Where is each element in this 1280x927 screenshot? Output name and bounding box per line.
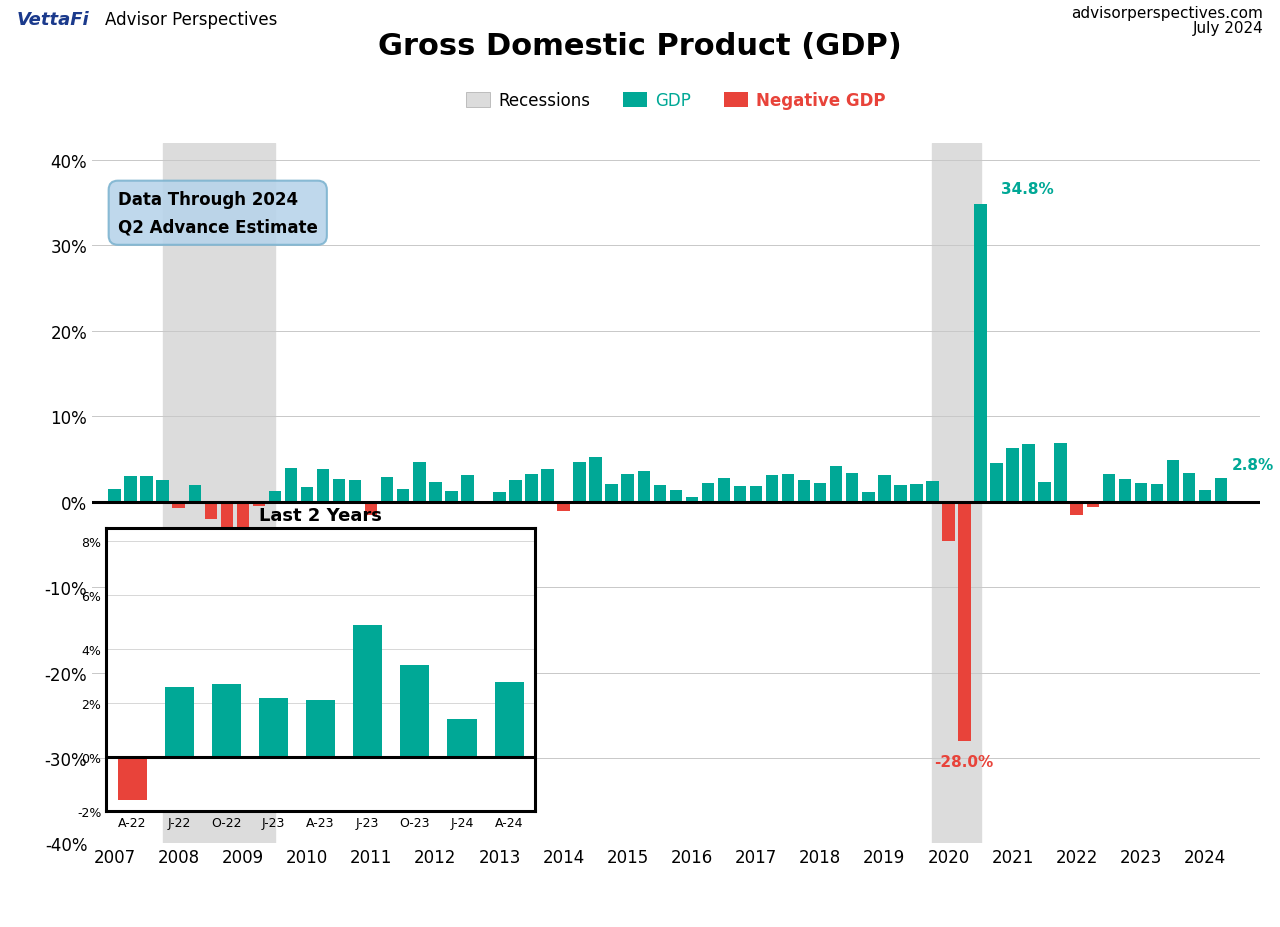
Bar bbox=[1102, 475, 1115, 502]
Bar bbox=[959, 502, 970, 742]
Bar bbox=[141, 476, 152, 502]
Bar bbox=[1151, 484, 1164, 502]
Bar bbox=[1038, 483, 1051, 502]
Bar bbox=[654, 485, 666, 502]
Bar bbox=[509, 481, 522, 502]
Bar bbox=[814, 483, 827, 502]
Bar bbox=[1183, 473, 1196, 502]
Bar bbox=[733, 487, 746, 502]
Bar bbox=[220, 502, 233, 575]
Bar bbox=[349, 481, 361, 502]
Bar bbox=[1119, 480, 1132, 502]
Bar bbox=[259, 698, 288, 757]
Bar bbox=[861, 493, 874, 502]
Bar bbox=[878, 476, 891, 502]
Text: -28.0%: -28.0% bbox=[934, 754, 993, 768]
Bar bbox=[991, 464, 1002, 502]
Text: 34.8%: 34.8% bbox=[1001, 182, 1053, 197]
Bar bbox=[494, 682, 524, 757]
Bar bbox=[1166, 461, 1179, 502]
Bar bbox=[557, 502, 570, 512]
Bar bbox=[1134, 483, 1147, 502]
Bar bbox=[942, 502, 955, 541]
Bar bbox=[829, 466, 842, 502]
Bar bbox=[525, 475, 538, 502]
Bar bbox=[397, 489, 410, 502]
Bar bbox=[211, 684, 241, 757]
Bar bbox=[173, 502, 186, 508]
Bar bbox=[765, 476, 778, 502]
Text: July 2024: July 2024 bbox=[1193, 21, 1263, 36]
Bar bbox=[301, 488, 314, 502]
Text: advisorperspectives.com: advisorperspectives.com bbox=[1071, 6, 1263, 21]
Bar bbox=[669, 490, 682, 502]
Bar bbox=[118, 757, 147, 800]
Bar bbox=[165, 687, 193, 757]
Bar bbox=[448, 719, 476, 757]
Bar bbox=[910, 484, 923, 502]
Bar bbox=[782, 475, 795, 502]
Bar bbox=[1055, 443, 1068, 502]
Bar bbox=[686, 497, 698, 502]
Bar bbox=[605, 484, 618, 502]
Bar bbox=[541, 470, 554, 502]
Bar bbox=[124, 476, 137, 502]
Bar bbox=[109, 489, 120, 502]
Bar bbox=[413, 462, 425, 502]
Bar bbox=[188, 485, 201, 502]
Bar bbox=[269, 491, 282, 502]
Bar bbox=[1199, 490, 1211, 502]
Text: 2.8%: 2.8% bbox=[1231, 457, 1274, 472]
Bar bbox=[1023, 445, 1034, 502]
Bar bbox=[1006, 449, 1019, 502]
Bar bbox=[750, 487, 763, 502]
Text: VettaFi: VettaFi bbox=[17, 11, 90, 29]
Bar bbox=[846, 473, 859, 502]
Bar bbox=[237, 502, 250, 548]
Text: Advisor Perspectives: Advisor Perspectives bbox=[105, 11, 278, 29]
Bar bbox=[306, 701, 335, 757]
Bar bbox=[589, 458, 602, 502]
Bar bbox=[445, 491, 458, 502]
Bar bbox=[353, 626, 383, 757]
Bar bbox=[284, 469, 297, 502]
Bar bbox=[701, 483, 714, 502]
Bar bbox=[163, 144, 275, 844]
Legend: Recessions, GDP, Negative GDP: Recessions, GDP, Negative GDP bbox=[460, 85, 892, 117]
Bar bbox=[1070, 502, 1083, 515]
Bar bbox=[1215, 478, 1228, 502]
Bar bbox=[156, 481, 169, 502]
Bar bbox=[893, 485, 906, 502]
Bar bbox=[252, 502, 265, 506]
Bar bbox=[381, 477, 393, 502]
Bar bbox=[622, 475, 634, 502]
Bar bbox=[493, 493, 506, 502]
Bar bbox=[205, 502, 218, 519]
Bar bbox=[932, 144, 980, 844]
Bar bbox=[333, 479, 346, 502]
Bar bbox=[573, 463, 586, 502]
Text: Gross Domestic Product (GDP): Gross Domestic Product (GDP) bbox=[378, 32, 902, 61]
Bar bbox=[718, 478, 730, 502]
Bar bbox=[974, 205, 987, 502]
Bar bbox=[797, 481, 810, 502]
Bar bbox=[927, 482, 938, 502]
Bar bbox=[429, 483, 442, 502]
Text: Data Through 2024
Q2 Advance Estimate: Data Through 2024 Q2 Advance Estimate bbox=[118, 191, 317, 236]
Title: Last 2 Years: Last 2 Years bbox=[260, 506, 381, 524]
Bar bbox=[637, 472, 650, 502]
Bar bbox=[401, 666, 430, 757]
Bar bbox=[1087, 502, 1100, 507]
Bar bbox=[365, 502, 378, 515]
Bar bbox=[317, 470, 329, 502]
Bar bbox=[461, 476, 474, 502]
